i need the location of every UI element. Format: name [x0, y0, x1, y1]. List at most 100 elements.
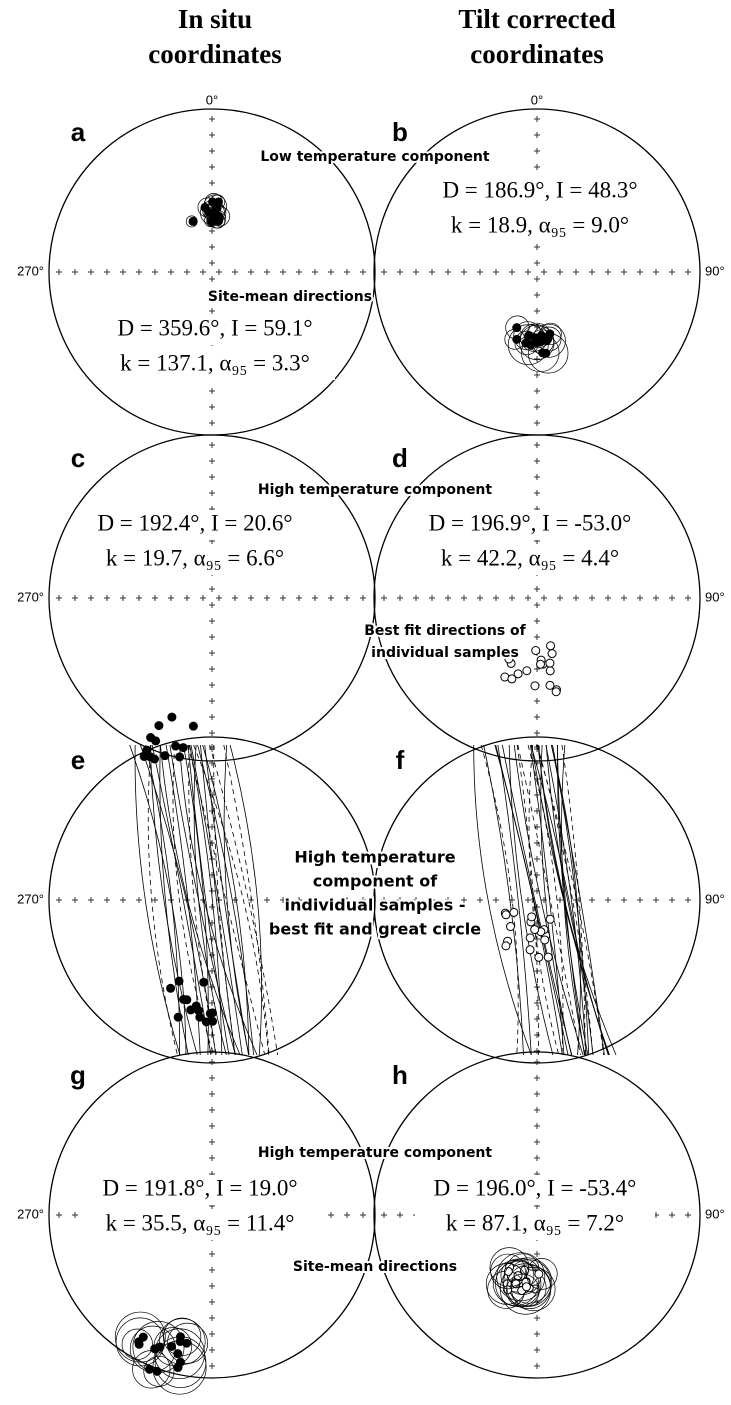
axis-tick: [104, 490, 215, 601]
great-circle: [528, 744, 560, 1056]
axis-tick: [200, 888, 215, 903]
direction-point: [167, 1341, 177, 1351]
axis-tick: [461, 196, 540, 275]
axis-tick: [209, 269, 286, 346]
axis-tick: [534, 595, 547, 608]
axis-tick: [200, 586, 215, 601]
stats-backdrop: [75, 510, 315, 540]
stats-backdrop: [95, 350, 335, 380]
axis-tick: [534, 897, 659, 1022]
axis-tick: [534, 269, 643, 378]
axis-tick: [209, 595, 254, 640]
axis-tick: [152, 840, 215, 903]
direction-point: [151, 736, 161, 746]
great-circle: [134, 744, 181, 1056]
direction-point: [509, 907, 519, 917]
direction-point: [525, 933, 535, 943]
great-circle: [223, 744, 270, 1056]
axis-tick: [209, 595, 270, 656]
stats-backdrop: [80, 1210, 320, 1240]
stats-text: D = 191.8°, I = 19.0°: [102, 1175, 297, 1200]
axis-tick: [509, 244, 540, 275]
great-circle: [550, 744, 581, 1056]
great-circle: [483, 744, 524, 1056]
direction-point: [545, 914, 555, 924]
axis-tick: [209, 897, 350, 1038]
confidence-circle: [505, 315, 530, 340]
axis-tick: [104, 164, 215, 275]
direction-point: [534, 1269, 544, 1279]
column-header: In situ: [178, 4, 252, 34]
axis-tick: [534, 269, 547, 282]
axis-tick: [534, 269, 611, 346]
axis-tick: [461, 522, 540, 601]
axis-tick: [534, 897, 547, 910]
stats-backdrop: [95, 315, 335, 345]
direction-label: 270°: [17, 589, 44, 604]
axis-tick: [534, 1212, 675, 1353]
direction-point: [204, 207, 214, 217]
confidence-circle: [159, 1318, 206, 1365]
direction-label: 90°: [705, 263, 725, 278]
axis-tick: [209, 595, 350, 736]
confidence-circle: [206, 216, 218, 227]
great-circle: [223, 744, 250, 1056]
direction-point: [178, 743, 188, 753]
stats-text: k = 35.5, α₉₅ = 11.4°: [106, 1210, 295, 1235]
axis-tick: [209, 269, 222, 282]
axis-tick: [534, 595, 675, 736]
caption: High temperature component: [258, 482, 493, 498]
great-circle: [530, 744, 594, 1056]
confidence-circle: [154, 1328, 205, 1379]
direction-point: [543, 952, 553, 962]
great-circle: [494, 744, 563, 1056]
confidence-circle: [167, 1322, 209, 1364]
axis-tick: [445, 506, 540, 601]
axis-tick: [534, 595, 691, 752]
axis-tick: [413, 474, 540, 601]
confidence-circle: [153, 1327, 193, 1366]
direction-label: 270°: [17, 891, 44, 906]
direction-point: [173, 1012, 183, 1022]
axis-tick: [72, 458, 215, 601]
axis-tick: [209, 595, 318, 704]
axis-tick: [534, 1212, 691, 1369]
axis-tick: [534, 897, 675, 1038]
axis-tick: [209, 1212, 350, 1353]
direction-point: [545, 658, 555, 668]
direction-point: [174, 976, 184, 986]
axis-tick: [445, 180, 540, 275]
stats-text: D = 186.9°, I = 48.3°: [442, 177, 637, 202]
axis-tick: [397, 458, 540, 601]
axis-tick: [209, 897, 286, 974]
stats-text: k = 42.2, α₉₅ = 4.4°: [441, 545, 619, 570]
axis-tick: [461, 824, 540, 903]
great-circle: [200, 744, 236, 1056]
great-circle: [561, 744, 586, 1056]
confidence-circle: [114, 1311, 166, 1363]
axis-tick: [209, 595, 366, 752]
great-circle: [204, 744, 249, 1056]
direction-point: [175, 752, 185, 762]
direction-point: [525, 945, 535, 955]
axis-tick: [445, 808, 540, 903]
axis-tick: [136, 196, 215, 275]
axis-tick: [534, 269, 563, 298]
great-circle: [501, 744, 573, 1056]
confidence-circle: [197, 197, 218, 218]
axis-tick: [200, 260, 215, 275]
axis-tick: [209, 897, 238, 926]
great-circle: [202, 744, 250, 1056]
great-circle: [193, 744, 227, 1056]
axis-tick: [209, 595, 222, 608]
stats-text: k = 137.1, α₉₅ = 3.3°: [120, 350, 310, 375]
direction-label: 90°: [705, 1206, 725, 1221]
direction-point: [547, 649, 557, 659]
panel-label: h: [392, 1060, 408, 1090]
direction-point: [501, 910, 511, 920]
stats-text: D = 359.6°, I = 59.1°: [117, 315, 312, 340]
axis-tick: [209, 897, 270, 958]
stats-backdrop: [415, 1175, 655, 1205]
confidence-circle: [162, 1317, 202, 1356]
caption: Best fit directions of: [364, 623, 526, 639]
